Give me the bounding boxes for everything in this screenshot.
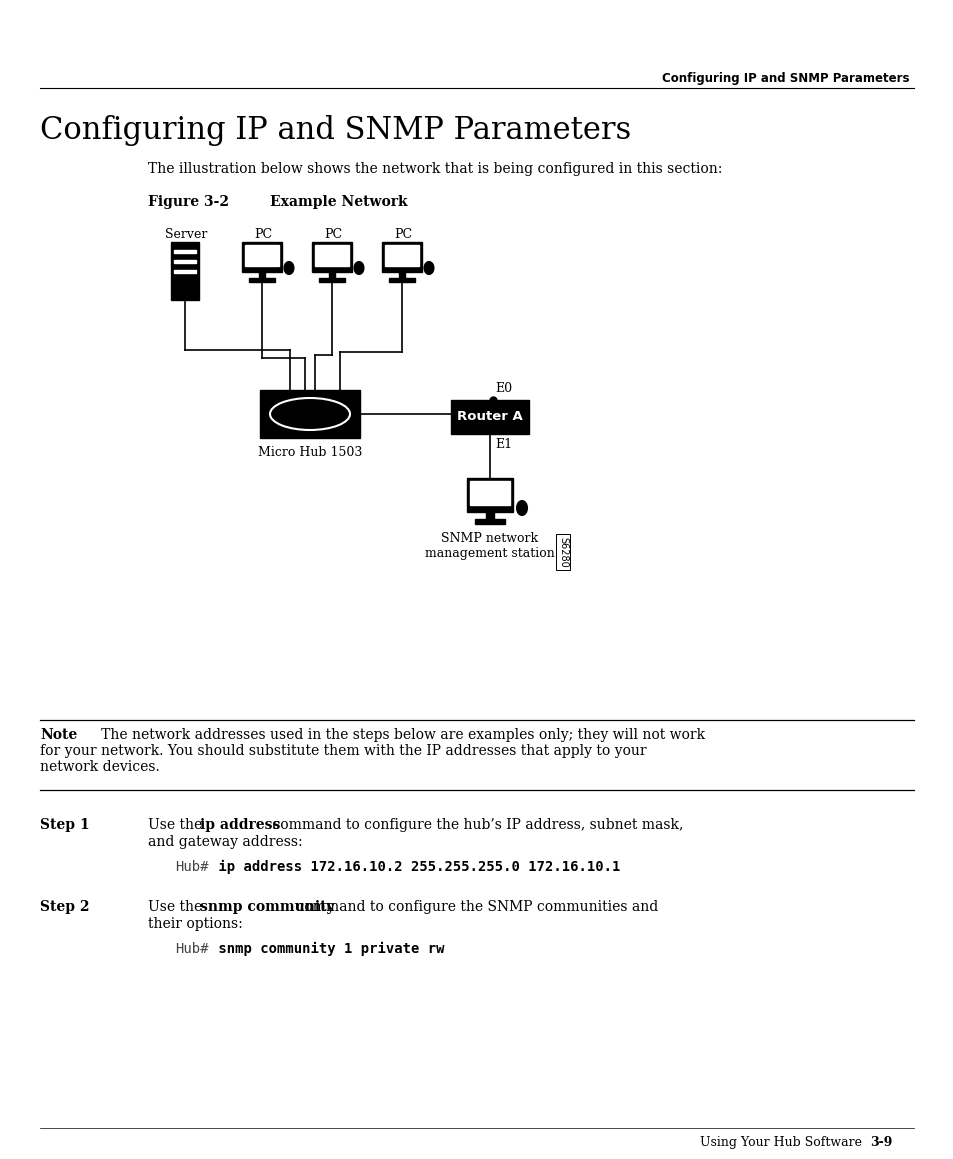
Text: PC: PC (394, 228, 412, 241)
Text: Step 1: Step 1 (40, 818, 90, 832)
Bar (314, 245, 349, 267)
Text: Hub#: Hub# (174, 942, 209, 956)
Bar (467, 478, 513, 512)
Bar (381, 242, 421, 272)
Text: Router A: Router A (456, 410, 522, 423)
Text: Server: Server (165, 228, 207, 241)
Text: Example Network: Example Network (270, 195, 407, 209)
Text: S6280: S6280 (558, 537, 567, 568)
Bar (451, 400, 529, 433)
Bar (260, 389, 359, 438)
Bar (242, 242, 282, 272)
Text: snmp community: snmp community (200, 901, 335, 914)
Text: snmp community 1 private rw: snmp community 1 private rw (210, 942, 444, 956)
Text: PC: PC (324, 228, 342, 241)
Ellipse shape (355, 262, 363, 274)
Text: The illustration below shows the network that is being configured in this sectio: The illustration below shows the network… (148, 162, 721, 176)
Bar (249, 278, 274, 282)
Bar (318, 278, 345, 282)
Text: E0: E0 (495, 382, 512, 395)
Bar (245, 245, 278, 267)
Text: Hub#: Hub# (174, 860, 209, 874)
Text: Configuring IP and SNMP Parameters: Configuring IP and SNMP Parameters (40, 115, 631, 146)
Text: for your network. You should substitute them with the IP addresses that apply to: for your network. You should substitute … (40, 744, 646, 758)
Ellipse shape (424, 262, 433, 274)
Text: Use the: Use the (148, 901, 207, 914)
Bar (329, 272, 335, 278)
Bar (171, 242, 199, 300)
Text: ip address 172.16.10.2 255.255.255.0 172.16.10.1: ip address 172.16.10.2 255.255.255.0 172… (210, 860, 619, 874)
Text: Configuring IP and SNMP Parameters: Configuring IP and SNMP Parameters (661, 72, 909, 85)
Text: and gateway address:: and gateway address: (148, 834, 302, 850)
Bar (470, 481, 510, 505)
Text: E1: E1 (495, 438, 512, 451)
Text: Use the: Use the (148, 818, 207, 832)
Bar (389, 278, 415, 282)
Text: 3-9: 3-9 (869, 1136, 891, 1149)
Ellipse shape (284, 262, 294, 274)
Bar (398, 272, 405, 278)
Ellipse shape (517, 501, 526, 515)
Text: Step 2: Step 2 (40, 901, 90, 914)
Text: Using Your Hub Software: Using Your Hub Software (700, 1136, 862, 1149)
Text: Note: Note (40, 728, 77, 742)
Text: command to configure the hub’s IP address, subnet mask,: command to configure the hub’s IP addres… (268, 818, 682, 832)
Text: Figure 3-2: Figure 3-2 (148, 195, 229, 209)
Text: SNMP network
management station: SNMP network management station (425, 532, 555, 560)
Text: Micro Hub 1503: Micro Hub 1503 (257, 446, 362, 459)
Bar (173, 250, 195, 253)
Bar (556, 534, 569, 570)
Bar (258, 272, 265, 278)
Text: PC: PC (253, 228, 272, 241)
Text: ip address: ip address (200, 818, 280, 832)
Bar (173, 270, 195, 274)
Text: command to configure the SNMP communities and: command to configure the SNMP communitie… (292, 901, 658, 914)
Bar (485, 512, 494, 519)
Bar (385, 245, 418, 267)
Bar (475, 519, 504, 524)
Text: The network addresses used in the steps below are examples only; they will not w: The network addresses used in the steps … (88, 728, 704, 742)
Text: network devices.: network devices. (40, 760, 159, 774)
Bar (173, 260, 195, 263)
Text: their options:: their options: (148, 917, 242, 931)
Bar (312, 242, 352, 272)
